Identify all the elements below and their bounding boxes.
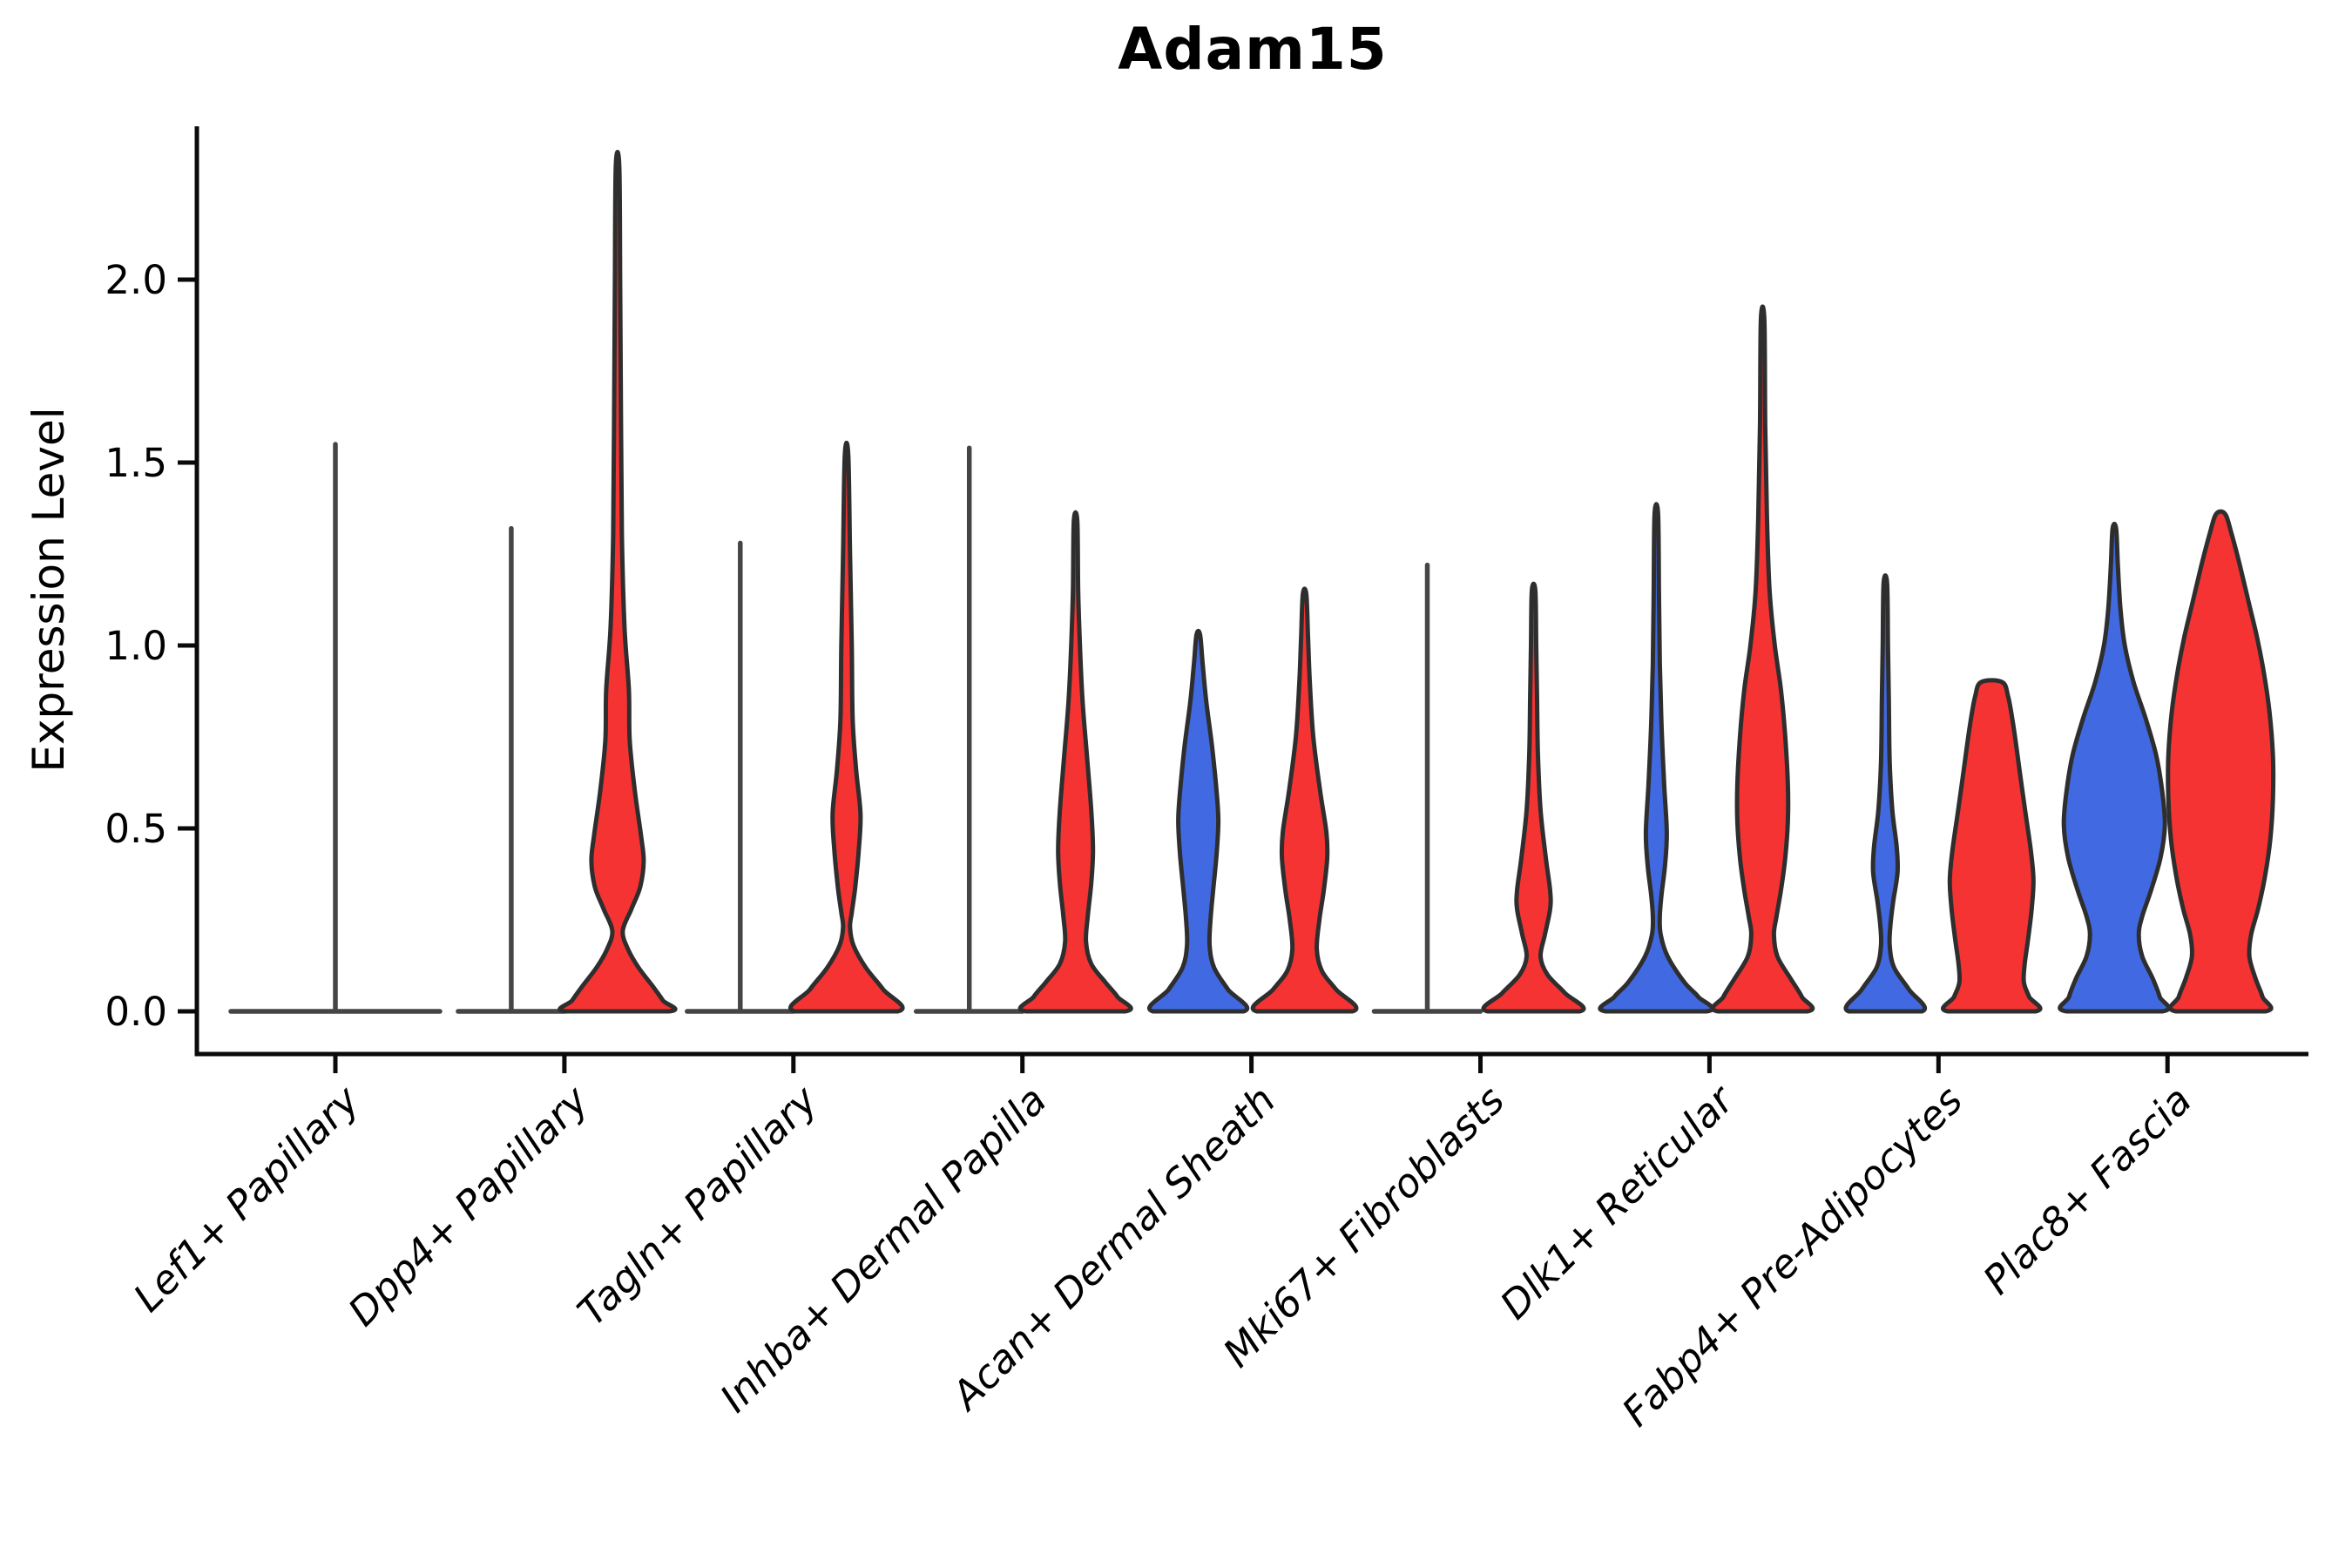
x-tick-label-dlk1-reticular: Dlk1+ Reticular [1491, 1076, 1744, 1328]
violin-mki67-fibroblasts-blue-collapsed [1371, 562, 1484, 1014]
violin-fabp4-pre-adipocytes-blue [1843, 573, 1928, 1014]
violin-dpp4-papillary-red [558, 150, 678, 1014]
violin-inhba-dermal-papilla-red [1017, 510, 1133, 1014]
violin-plac8-fascia-blue [2058, 521, 2172, 1014]
violin-inhba-dermal-papilla-blue-collapsed [913, 445, 1025, 1014]
violin-dpp4-papillary-blue-collapsed [456, 525, 567, 1014]
x-tick-label-lef1-papillary: Lef1+ Papillary [125, 1076, 369, 1321]
chart-title: Adam15 [1118, 16, 1388, 83]
violin-plac8-fascia-red [2166, 509, 2276, 1014]
x-tick-label-dpp4-papillary: Dpp4+ Papillary [339, 1076, 598, 1335]
violin-acan-dermal-sheath-red [1250, 586, 1359, 1014]
y-tick-label: 2.0 [105, 257, 167, 303]
y-tick-label: 1.5 [105, 440, 167, 486]
y-tick-label: 0.0 [105, 989, 167, 1035]
violin-tagln-papillary-blue-collapsed [685, 540, 796, 1014]
violin-dlk1-reticular-blue [1598, 502, 1715, 1014]
x-tick-label-tagln-papillary: Tagln+ Papillary [569, 1076, 828, 1335]
violin-tagln-papillary-red [787, 440, 905, 1014]
y-tick-label: 0.5 [105, 806, 167, 852]
violin-acan-dermal-sheath-blue [1147, 628, 1250, 1014]
y-tick-label: 1.0 [105, 623, 167, 669]
y-axis-label: Expression Level [24, 407, 74, 773]
violin-fabp4-pre-adipocytes-red [1941, 678, 2043, 1014]
violin-lef1-papillary-single-collapsed [228, 442, 443, 1014]
violin-mki67-fibroblasts-red [1481, 581, 1586, 1014]
violin-dlk1-reticular-red [1710, 304, 1815, 1014]
x-tick-label-plac8-fascia: Plac8+ Fascia [1974, 1077, 2200, 1303]
